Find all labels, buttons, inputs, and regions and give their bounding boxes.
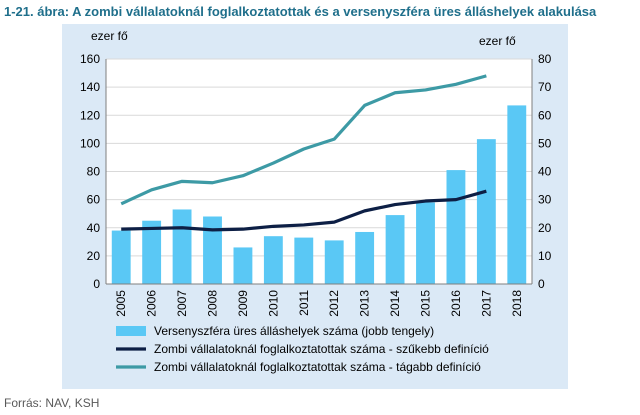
x-tick-label: 2016: [449, 290, 463, 317]
bar-2008: [203, 216, 222, 284]
bar-2014: [385, 215, 405, 284]
legend-swatch-bar: [116, 326, 146, 336]
bar-2016: [446, 170, 466, 284]
series-line-1: [121, 189, 487, 232]
left-tick-label: 160: [80, 52, 100, 66]
series-line-2: [120, 74, 487, 206]
x-tick-label: 2010: [266, 290, 280, 317]
x-tick-label: 2006: [145, 290, 159, 317]
right-axis-unit: ezer fő: [479, 34, 516, 48]
x-tick-label: 2005: [114, 290, 128, 317]
x-tick-label: 2015: [419, 290, 433, 317]
right-tick-label: 50: [538, 136, 552, 150]
bar-2013: [355, 231, 375, 284]
left-tick-label: 140: [80, 80, 100, 94]
left-tick-label: 80: [87, 165, 101, 179]
legend-label: Zombi vállalatoknál foglalkoztatottak sz…: [154, 360, 481, 374]
right-tick-label: 30: [538, 193, 552, 207]
x-tick-label: 2013: [358, 290, 372, 317]
bar-2010: [263, 236, 283, 284]
left-tick-label: 120: [80, 108, 100, 122]
bar-2018: [507, 105, 527, 284]
x-tick-label: 2018: [510, 290, 524, 317]
bar-2005: [111, 230, 131, 284]
x-tick-label: 2017: [479, 290, 493, 317]
left-axis-unit: ezer fő: [91, 29, 128, 43]
figure-title: 1-21. ábra: A zombi vállalatoknál foglal…: [4, 4, 597, 19]
right-tick-label: 60: [538, 108, 552, 122]
x-tick-label: 2008: [206, 290, 220, 317]
bar-2009: [233, 247, 253, 284]
left-tick-label: 20: [87, 249, 101, 263]
right-tick-label: 70: [538, 80, 552, 94]
legend-label: Versenyszféra üres álláshelyek száma (jo…: [154, 324, 434, 338]
source-note: Forrás: NAV, KSH: [4, 396, 100, 410]
left-tick-label: 0: [93, 277, 100, 291]
right-tick-label: 20: [538, 221, 552, 235]
bar-2012: [324, 240, 344, 284]
right-tick-label: 0: [538, 277, 545, 291]
right-tick-label: 40: [538, 165, 552, 179]
bar-2015: [416, 202, 435, 284]
x-tick-label: 2011: [297, 290, 311, 316]
legend-label: Zombi vállalatoknál foglalkoztatottak sz…: [154, 342, 489, 356]
x-tick-label: 2014: [388, 290, 402, 317]
left-tick-label: 60: [87, 193, 101, 207]
bar-2006: [142, 220, 162, 284]
right-tick-label: 10: [538, 249, 552, 263]
x-tick-label: 2007: [175, 290, 189, 317]
bar-2011: [294, 237, 314, 284]
left-tick-label: 40: [87, 221, 101, 235]
bar-2007: [172, 209, 192, 284]
right-tick-label: 80: [538, 52, 552, 66]
left-tick-label: 100: [80, 136, 100, 150]
x-tick-label: 2009: [236, 290, 250, 317]
bar-2017: [476, 139, 496, 284]
x-tick-label: 2012: [327, 290, 341, 317]
